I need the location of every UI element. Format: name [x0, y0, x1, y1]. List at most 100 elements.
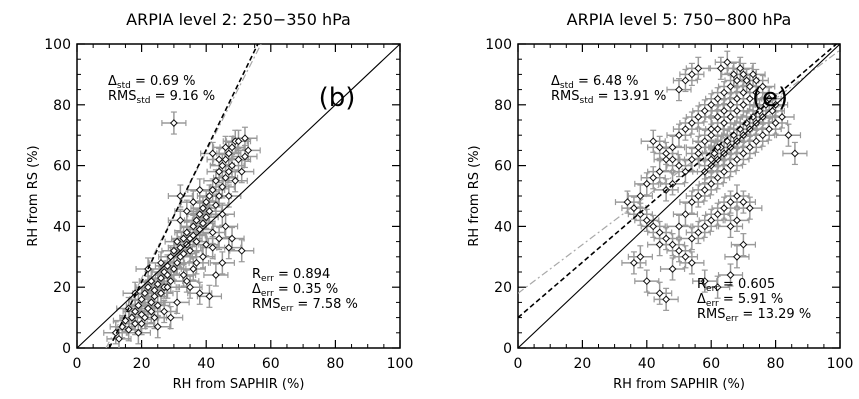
data-marker — [662, 155, 671, 164]
data-marker — [739, 88, 748, 97]
data-marker — [205, 207, 214, 216]
data-marker — [195, 210, 204, 219]
data-marker — [687, 198, 696, 206]
data-marker — [758, 131, 767, 140]
data-marker — [237, 167, 246, 176]
data-marker — [137, 319, 146, 328]
data-marker — [707, 131, 716, 140]
data-marker — [231, 176, 240, 185]
data-marker — [234, 155, 243, 164]
data-marker — [694, 149, 703, 158]
y-tick-label: 100 — [44, 37, 71, 53]
data-marker — [182, 228, 191, 237]
data-marker — [179, 249, 188, 258]
data-marker — [192, 216, 201, 225]
data-marker — [153, 322, 162, 331]
data-marker — [649, 222, 658, 231]
y-tick-label: 60 — [494, 159, 512, 175]
panel-label: (e) — [752, 83, 788, 113]
data-marker — [739, 240, 748, 249]
data-marker — [726, 113, 735, 121]
y-tick-label: 0 — [503, 341, 512, 357]
data-marker — [749, 113, 757, 121]
x-tick-label: 40 — [638, 356, 656, 372]
data-marker — [157, 258, 165, 267]
data-marker — [173, 237, 182, 246]
data-marker — [224, 243, 233, 252]
data-marker — [720, 119, 728, 127]
data-marker — [186, 283, 194, 292]
y-tick-label: 80 — [494, 98, 512, 114]
stat-top-line: Δstd = 0.69 % — [108, 74, 195, 91]
data-marker — [655, 240, 664, 249]
data-marker — [157, 289, 165, 298]
data-marker — [623, 198, 632, 206]
data-marker — [195, 186, 204, 194]
y-axis-label: RH from RS (%) — [26, 145, 41, 246]
data-marker — [694, 192, 703, 200]
data-marker — [234, 137, 243, 146]
one-to-one-line — [518, 44, 840, 348]
y-tick-label: 20 — [494, 280, 512, 296]
data-marker — [134, 328, 143, 337]
data-marker — [140, 313, 149, 322]
data-marker — [694, 228, 703, 237]
y-tick-label: 40 — [494, 219, 512, 235]
data-marker — [218, 161, 227, 170]
data-marker — [739, 70, 748, 79]
data-marker — [687, 155, 696, 164]
data-marker — [707, 216, 716, 225]
data-marker — [771, 119, 780, 127]
data-marker — [675, 85, 683, 94]
data-marker — [208, 228, 217, 237]
data-marker — [630, 258, 638, 267]
data-marker — [205, 292, 214, 301]
data-marker — [215, 167, 224, 176]
data-marker — [675, 222, 683, 231]
data-marker — [642, 277, 651, 286]
data-marker — [752, 88, 761, 97]
data-marker — [199, 219, 207, 228]
data-marker — [655, 228, 664, 237]
stat-bottom-line: RMSerr = 13.29 % — [697, 307, 811, 324]
data-marker — [179, 234, 188, 243]
data-marker — [241, 152, 249, 161]
data-marker — [745, 94, 754, 103]
data-marker — [681, 252, 690, 261]
data-marker — [176, 192, 185, 200]
x-tick-label: 0 — [73, 356, 82, 372]
x-tick-label: 80 — [326, 356, 344, 372]
data-marker — [163, 271, 172, 279]
y-tick-label: 100 — [485, 37, 512, 53]
data-marker — [218, 258, 227, 267]
data-marker — [736, 64, 745, 73]
data-marker — [169, 119, 178, 127]
data-marker — [668, 155, 677, 164]
data-marker — [655, 167, 664, 176]
data-marker — [655, 289, 664, 298]
data-marker — [150, 313, 159, 322]
stat-top-line: Δstd = 6.48 % — [551, 74, 638, 91]
data-marker — [228, 234, 236, 243]
data-marker — [218, 210, 227, 219]
data-marker — [681, 167, 690, 176]
data-marker — [675, 161, 683, 170]
stat-bottom-line: Rerr = 0.605 — [697, 277, 775, 294]
data-marker — [173, 258, 182, 267]
x-tick-label: 60 — [702, 356, 720, 372]
data-marker — [211, 201, 220, 210]
data-marker — [228, 143, 236, 152]
data-marker — [720, 167, 728, 176]
data-marker — [729, 70, 738, 79]
data-marker — [681, 125, 690, 134]
data-marker — [150, 292, 159, 301]
data-marker — [241, 134, 249, 143]
stat-top-line: RMSstd = 13.91 % — [551, 89, 666, 106]
chart-title: ARPIA level 2: 250−350 hPa — [126, 10, 351, 29]
data-marker — [662, 149, 671, 158]
stat-top-line: RMSstd = 9.16 % — [108, 89, 215, 106]
x-tick-label: 40 — [197, 356, 215, 372]
data-marker — [630, 204, 638, 213]
data-marker — [221, 143, 230, 152]
